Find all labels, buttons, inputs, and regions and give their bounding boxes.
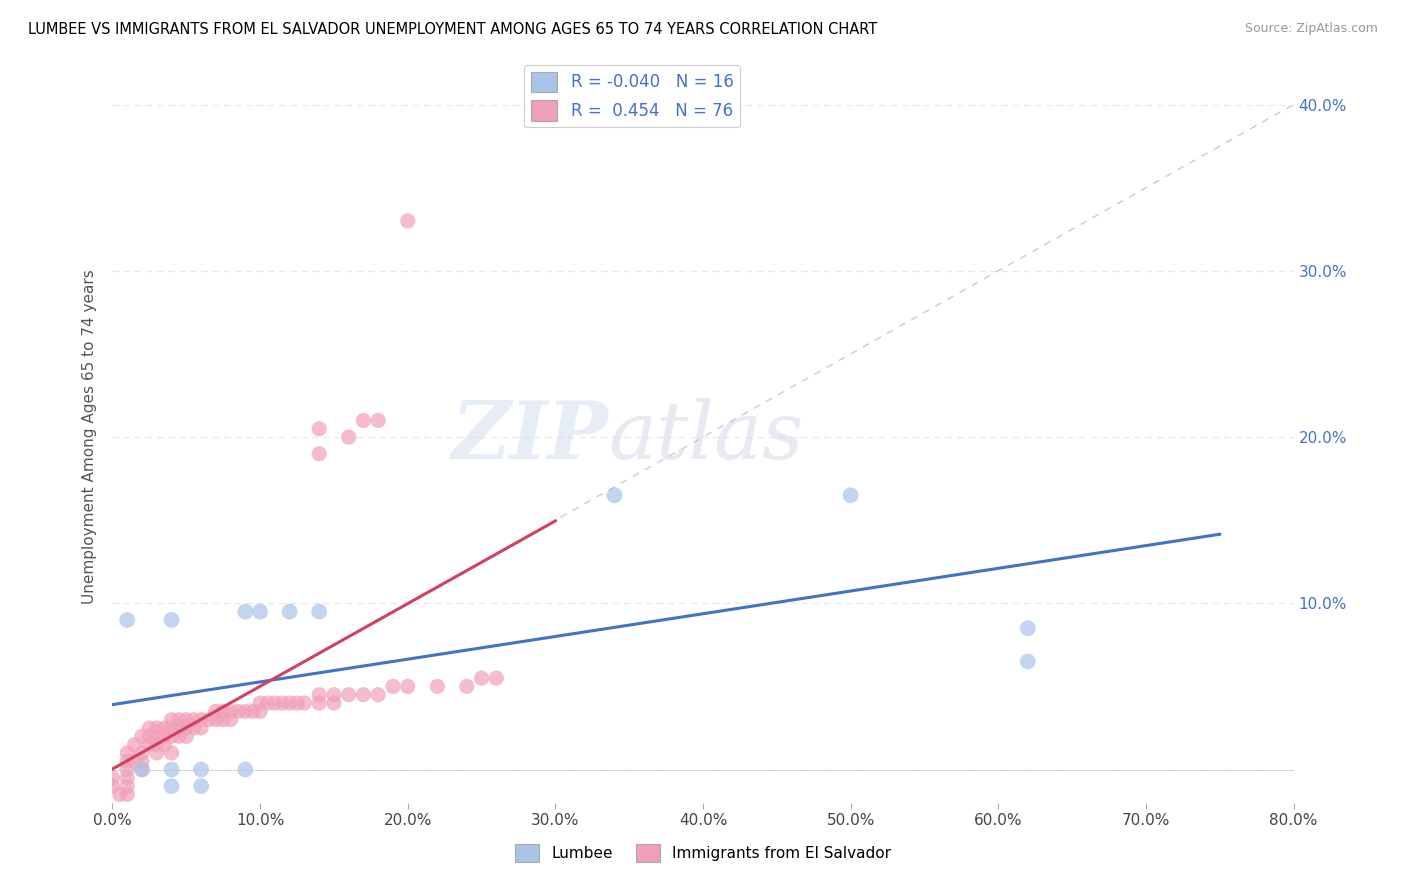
Legend: Lumbee, Immigrants from El Salvador: Lumbee, Immigrants from El Salvador bbox=[509, 838, 897, 868]
Point bbox=[117, 779, 138, 793]
Point bbox=[308, 422, 330, 436]
Point bbox=[219, 713, 242, 727]
Point bbox=[131, 746, 153, 760]
Point bbox=[124, 754, 146, 768]
Point bbox=[138, 738, 160, 752]
Point bbox=[308, 696, 330, 710]
Point bbox=[249, 696, 271, 710]
Point bbox=[160, 763, 183, 777]
Point bbox=[233, 605, 256, 619]
Point bbox=[470, 671, 494, 685]
Point bbox=[367, 688, 389, 702]
Point bbox=[337, 430, 360, 444]
Text: atlas: atlas bbox=[609, 399, 804, 475]
Point bbox=[190, 779, 212, 793]
Y-axis label: Unemployment Among Ages 65 to 74 years: Unemployment Among Ages 65 to 74 years bbox=[82, 269, 97, 605]
Point bbox=[242, 705, 264, 719]
Point bbox=[131, 763, 153, 777]
Point bbox=[117, 763, 138, 777]
Point bbox=[352, 413, 374, 427]
Point bbox=[131, 729, 153, 743]
Point bbox=[308, 688, 330, 702]
Point bbox=[160, 779, 183, 793]
Point bbox=[117, 746, 138, 760]
Point bbox=[160, 729, 183, 743]
Point bbox=[160, 746, 183, 760]
Point bbox=[167, 713, 190, 727]
Point bbox=[367, 413, 389, 427]
Point bbox=[146, 721, 169, 735]
Point bbox=[117, 613, 138, 627]
Point bbox=[205, 705, 228, 719]
Point bbox=[205, 713, 228, 727]
Point bbox=[382, 680, 405, 694]
Point bbox=[190, 713, 212, 727]
Point bbox=[264, 696, 287, 710]
Point bbox=[117, 754, 138, 768]
Point bbox=[160, 613, 183, 627]
Point bbox=[190, 763, 212, 777]
Point bbox=[117, 771, 138, 785]
Point bbox=[226, 705, 249, 719]
Point bbox=[131, 763, 153, 777]
Point bbox=[101, 771, 124, 785]
Point bbox=[323, 696, 346, 710]
Point bbox=[101, 779, 124, 793]
Point bbox=[160, 713, 183, 727]
Point bbox=[117, 788, 138, 802]
Text: ZIP: ZIP bbox=[451, 399, 609, 475]
Text: LUMBEE VS IMMIGRANTS FROM EL SALVADOR UNEMPLOYMENT AMONG AGES 65 TO 74 YEARS COR: LUMBEE VS IMMIGRANTS FROM EL SALVADOR UN… bbox=[28, 22, 877, 37]
Point bbox=[174, 721, 197, 735]
Point bbox=[271, 696, 294, 710]
Point bbox=[124, 738, 146, 752]
Point bbox=[167, 721, 190, 735]
Point bbox=[1017, 655, 1039, 669]
Point bbox=[337, 688, 360, 702]
Point bbox=[256, 696, 278, 710]
Point bbox=[153, 721, 176, 735]
Text: Source: ZipAtlas.com: Source: ZipAtlas.com bbox=[1244, 22, 1378, 36]
Point bbox=[292, 696, 315, 710]
Point bbox=[174, 729, 197, 743]
Point bbox=[183, 713, 205, 727]
Point bbox=[174, 713, 197, 727]
Point bbox=[146, 729, 169, 743]
Point bbox=[146, 746, 169, 760]
Point bbox=[278, 696, 301, 710]
Point bbox=[212, 713, 235, 727]
Point bbox=[323, 688, 346, 702]
Point bbox=[233, 763, 256, 777]
Point bbox=[603, 488, 626, 502]
Point bbox=[160, 721, 183, 735]
Point bbox=[285, 696, 308, 710]
Point bbox=[131, 754, 153, 768]
Point bbox=[153, 738, 176, 752]
Point bbox=[190, 721, 212, 735]
Point bbox=[146, 738, 169, 752]
Point bbox=[1017, 621, 1039, 635]
Point bbox=[212, 705, 235, 719]
Point bbox=[138, 729, 160, 743]
Point bbox=[456, 680, 478, 694]
Point bbox=[308, 605, 330, 619]
Point bbox=[183, 721, 205, 735]
Point bbox=[197, 713, 219, 727]
Point bbox=[108, 788, 131, 802]
Point bbox=[249, 605, 271, 619]
Point bbox=[278, 605, 301, 619]
Point bbox=[839, 488, 862, 502]
Point bbox=[233, 705, 256, 719]
Point bbox=[219, 705, 242, 719]
Point bbox=[352, 688, 374, 702]
Point bbox=[153, 729, 176, 743]
Point bbox=[426, 680, 449, 694]
Point bbox=[485, 671, 508, 685]
Point bbox=[249, 705, 271, 719]
Point bbox=[396, 680, 419, 694]
Point bbox=[167, 729, 190, 743]
Point bbox=[396, 214, 419, 228]
Point bbox=[308, 447, 330, 461]
Point bbox=[138, 721, 160, 735]
